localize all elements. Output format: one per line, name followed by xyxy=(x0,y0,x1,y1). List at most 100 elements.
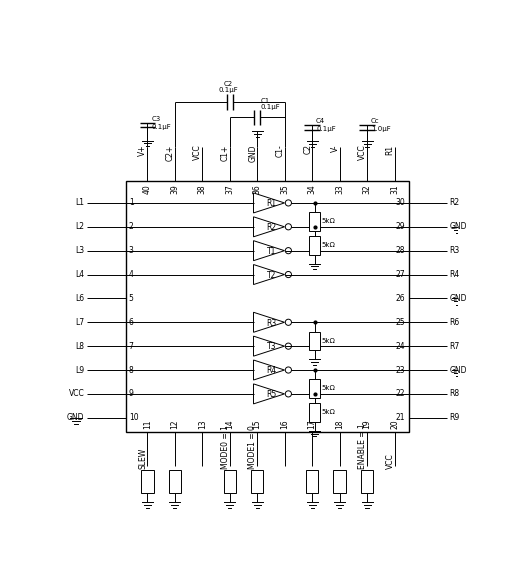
Text: 5kΩ: 5kΩ xyxy=(322,218,335,224)
Text: R2: R2 xyxy=(266,223,276,232)
Text: L9: L9 xyxy=(75,365,84,375)
Text: ENABLE = 1: ENABLE = 1 xyxy=(358,423,367,469)
Bar xyxy=(309,379,320,398)
Text: 17: 17 xyxy=(307,419,317,429)
Text: 24: 24 xyxy=(396,342,405,351)
Text: 2: 2 xyxy=(129,223,133,231)
Bar xyxy=(306,470,318,493)
Text: L8: L8 xyxy=(75,342,84,351)
Text: 34: 34 xyxy=(307,184,317,194)
Text: 21: 21 xyxy=(396,413,405,422)
Text: R9: R9 xyxy=(449,413,460,422)
Text: 4: 4 xyxy=(129,270,133,279)
Text: 14: 14 xyxy=(225,419,234,429)
Bar xyxy=(168,470,181,493)
Text: 37: 37 xyxy=(225,184,234,194)
Text: 23: 23 xyxy=(396,365,405,375)
Text: T2: T2 xyxy=(267,271,276,280)
Text: 6: 6 xyxy=(129,318,133,327)
Text: R3: R3 xyxy=(449,246,460,255)
Text: 28: 28 xyxy=(396,246,405,255)
Text: R4: R4 xyxy=(266,366,276,375)
Text: R3: R3 xyxy=(266,318,276,328)
Text: 27: 27 xyxy=(396,270,405,279)
Bar xyxy=(251,470,263,493)
Text: C2+: C2+ xyxy=(166,145,175,161)
Text: 5kΩ: 5kΩ xyxy=(322,410,335,415)
Text: VCC: VCC xyxy=(69,389,84,399)
Text: T1: T1 xyxy=(267,247,276,256)
Text: 22: 22 xyxy=(396,389,405,399)
Text: 0.1μF: 0.1μF xyxy=(218,87,238,93)
Text: GND: GND xyxy=(449,223,467,231)
Text: GND: GND xyxy=(449,294,467,303)
Text: 7: 7 xyxy=(129,342,133,351)
Text: 35: 35 xyxy=(280,184,289,194)
Text: 39: 39 xyxy=(171,184,179,194)
Text: R1: R1 xyxy=(385,145,394,155)
Text: 0.1μF: 0.1μF xyxy=(151,124,171,130)
Text: 26: 26 xyxy=(396,294,405,303)
Text: R7: R7 xyxy=(449,342,460,351)
Text: SLEW: SLEW xyxy=(138,447,147,469)
Text: GND: GND xyxy=(248,145,257,162)
Text: 33: 33 xyxy=(335,184,344,194)
Text: 9: 9 xyxy=(129,389,133,399)
Text: C2: C2 xyxy=(223,81,233,87)
Text: 19: 19 xyxy=(362,419,372,429)
Text: 5kΩ: 5kΩ xyxy=(322,338,335,344)
Text: 25: 25 xyxy=(396,318,405,327)
Text: 40: 40 xyxy=(143,184,152,194)
Bar xyxy=(309,212,320,231)
Text: 5kΩ: 5kΩ xyxy=(322,242,335,248)
Bar xyxy=(141,470,154,493)
Text: V+: V+ xyxy=(138,145,147,156)
Text: VCC: VCC xyxy=(385,453,394,469)
Text: 13: 13 xyxy=(198,419,207,429)
Bar xyxy=(309,332,320,350)
Text: 20: 20 xyxy=(390,419,399,429)
Text: R1: R1 xyxy=(266,199,276,208)
Text: 15: 15 xyxy=(252,419,262,429)
Text: MODE0 = 1: MODE0 = 1 xyxy=(221,425,230,469)
Text: C1-: C1- xyxy=(276,145,285,157)
Text: VCC: VCC xyxy=(358,145,367,160)
Text: MODE1 = 0: MODE1 = 0 xyxy=(248,425,257,469)
Text: C1+: C1+ xyxy=(221,145,230,161)
Text: 0.1μF: 0.1μF xyxy=(260,104,280,110)
Text: C1: C1 xyxy=(260,98,270,103)
Text: 0.1μF: 0.1μF xyxy=(316,126,336,132)
Text: 36: 36 xyxy=(252,184,262,194)
Text: 30: 30 xyxy=(395,199,405,207)
Text: L3: L3 xyxy=(75,246,84,255)
Text: C3: C3 xyxy=(151,116,160,122)
Text: 12: 12 xyxy=(171,419,179,429)
Text: L6: L6 xyxy=(75,294,84,303)
Text: Cc: Cc xyxy=(371,119,380,124)
Bar xyxy=(223,470,236,493)
Text: 1: 1 xyxy=(129,199,133,207)
Text: 38: 38 xyxy=(198,184,207,194)
Text: 8: 8 xyxy=(129,365,133,375)
Text: L2: L2 xyxy=(75,223,84,231)
Text: T3: T3 xyxy=(267,342,276,352)
Text: 5kΩ: 5kΩ xyxy=(322,386,335,392)
Bar xyxy=(361,470,373,493)
Text: 18: 18 xyxy=(335,419,344,429)
Text: 31: 31 xyxy=(390,184,399,194)
Text: GND: GND xyxy=(67,413,84,422)
Text: 3: 3 xyxy=(129,246,133,255)
Text: 16: 16 xyxy=(280,419,289,429)
Text: 5: 5 xyxy=(129,294,133,303)
Text: L7: L7 xyxy=(75,318,84,327)
Text: R6: R6 xyxy=(449,318,460,327)
Text: R8: R8 xyxy=(449,389,460,399)
Bar xyxy=(309,236,320,254)
Text: L4: L4 xyxy=(75,270,84,279)
Text: 32: 32 xyxy=(362,184,372,194)
Text: 10: 10 xyxy=(129,413,138,422)
Text: R5: R5 xyxy=(266,390,276,399)
Bar xyxy=(309,403,320,422)
Text: GND: GND xyxy=(449,365,467,375)
Bar xyxy=(333,470,346,493)
